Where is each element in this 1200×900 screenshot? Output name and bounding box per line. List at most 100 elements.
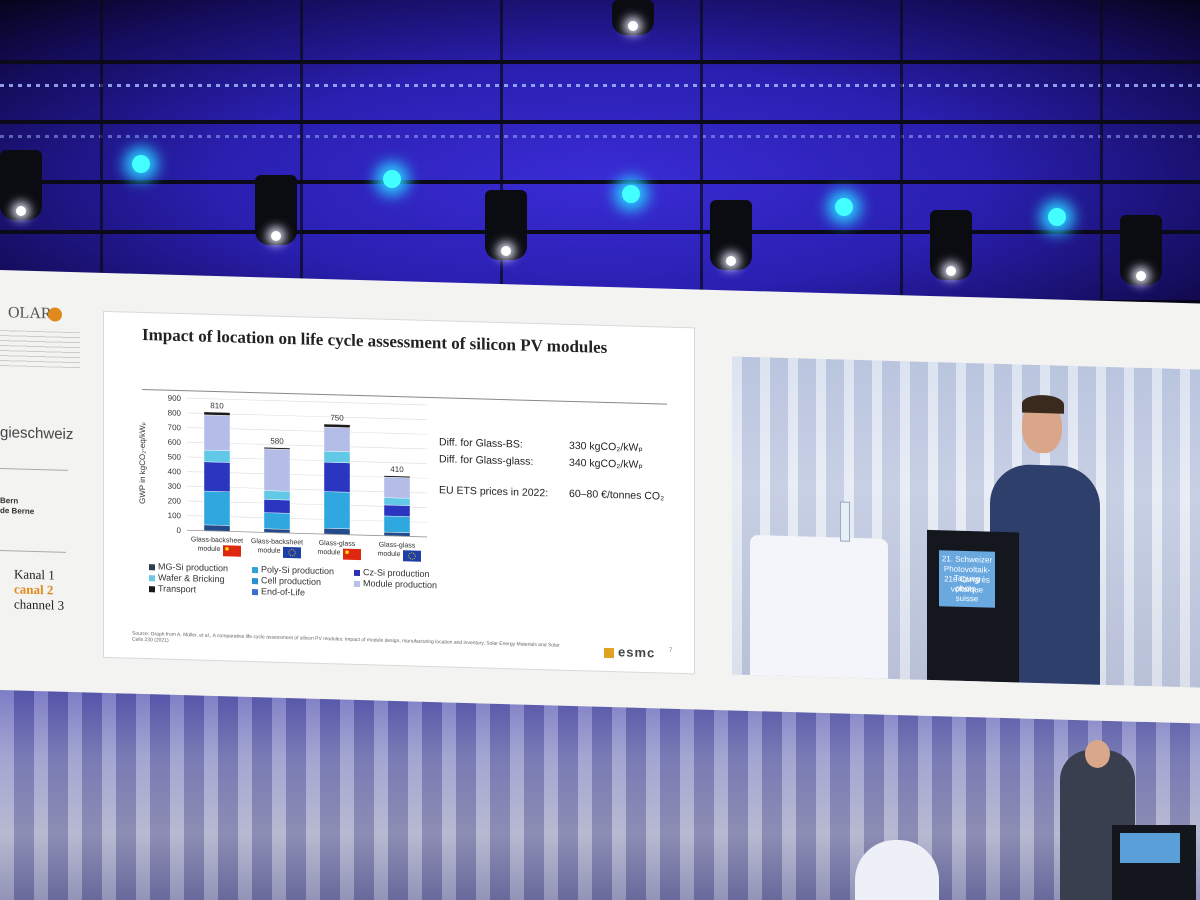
channel-3: channel 3 bbox=[14, 596, 65, 613]
water-bottle bbox=[840, 501, 850, 542]
podium bbox=[1112, 825, 1196, 900]
x-tick-label-2: module bbox=[378, 551, 401, 559]
legend-swatch bbox=[149, 563, 155, 570]
bar-segment bbox=[263, 499, 291, 514]
brand-icon bbox=[604, 647, 614, 658]
cocktail-table bbox=[855, 840, 939, 900]
cocktail-table bbox=[750, 534, 888, 679]
legend-label: Wafer & Bricking bbox=[158, 572, 225, 585]
source-citation: Source: Graph from A. Müller, et al., A … bbox=[132, 630, 560, 649]
speaker-hair bbox=[1022, 394, 1064, 414]
legend-item: Cz-Si production bbox=[354, 567, 430, 579]
spotlight bbox=[930, 210, 972, 280]
x-tick-label-2: module bbox=[318, 549, 341, 557]
truss-beam bbox=[0, 60, 1200, 64]
y-tick-label: 900 bbox=[168, 394, 182, 403]
truss-beam bbox=[0, 180, 1200, 184]
x-tick-label: Glass-glass bbox=[319, 540, 356, 548]
led-strip bbox=[0, 84, 1200, 87]
y-tick-label: 500 bbox=[168, 452, 182, 461]
spotlight bbox=[255, 175, 297, 245]
legend-label: Poly-Si production bbox=[261, 564, 335, 577]
logo-subtitle bbox=[0, 330, 80, 369]
y-axis-label: GWP in kgCO₂-eq/kWₚ bbox=[138, 422, 147, 504]
legend-item: Wafer & Bricking bbox=[149, 572, 225, 584]
flag-star-icon bbox=[345, 550, 349, 554]
brand-logo: esmc bbox=[604, 644, 655, 660]
bar-total-label: 410 bbox=[390, 465, 404, 474]
truss-post bbox=[700, 0, 703, 300]
slide-title: Impact of location on life cycle assessm… bbox=[142, 324, 608, 357]
legend-swatch bbox=[252, 588, 258, 595]
bar-total-label: 580 bbox=[270, 436, 284, 445]
bar-segment bbox=[263, 490, 291, 501]
y-tick-label: 200 bbox=[168, 496, 182, 505]
gridline bbox=[187, 397, 427, 406]
truss-post bbox=[900, 0, 903, 300]
bar-segment bbox=[323, 450, 351, 464]
y-tick-label: 700 bbox=[168, 423, 182, 432]
speaker-video-feed: 21. Schweizer Photovoltaik-Tagung 21e Co… bbox=[732, 356, 1200, 688]
x-tick-label: Glass-backsheet bbox=[251, 538, 303, 546]
y-tick-label: 400 bbox=[168, 467, 182, 476]
bar-segment bbox=[203, 490, 231, 526]
truss-post bbox=[500, 0, 503, 300]
legend-swatch bbox=[252, 577, 258, 584]
branding-panel: OLAR gieschweiz Bern de Berne Kanal 1 ca… bbox=[0, 300, 95, 633]
legend-item: Transport bbox=[149, 583, 196, 594]
bar-segment bbox=[263, 447, 291, 450]
legend-swatch bbox=[149, 585, 155, 592]
legend-item: Cell production bbox=[252, 575, 321, 587]
legend-label: Cell production bbox=[261, 575, 322, 587]
info-value: 340 kgCO₂/kWₚ bbox=[569, 456, 643, 471]
legend-swatch bbox=[252, 566, 258, 573]
info-row-2: Diff. for Glass-glass: 340 kgCO₂/kWₚ bbox=[439, 453, 643, 471]
info-value: 330 kgCO₂/kWₚ bbox=[569, 439, 643, 454]
bar-segment bbox=[203, 449, 231, 463]
bar-segment bbox=[263, 448, 291, 492]
bar-segment bbox=[203, 411, 231, 416]
y-tick-label: 600 bbox=[168, 438, 182, 447]
legend-label: Transport bbox=[158, 583, 197, 595]
china-flag-icon bbox=[223, 545, 241, 557]
spotlight bbox=[1120, 215, 1162, 285]
speaker-head bbox=[1085, 740, 1110, 768]
bar-segment bbox=[383, 515, 411, 533]
cyan-light bbox=[835, 198, 853, 216]
legend-label: MG-Si production bbox=[158, 561, 229, 574]
eu-flag-icon bbox=[403, 550, 421, 562]
legend-label: Cz-Si production bbox=[363, 567, 430, 579]
eu-flag-icon bbox=[283, 546, 301, 559]
page-number: 7 bbox=[669, 647, 673, 654]
y-tick-label: 800 bbox=[168, 408, 182, 417]
bar-segment bbox=[383, 497, 411, 506]
city-label: Bern bbox=[0, 496, 19, 506]
bar-segment bbox=[323, 491, 351, 530]
spotlight bbox=[485, 190, 527, 260]
bar-segment bbox=[323, 461, 351, 493]
podium-sign: 21. Schweizer Photovoltaik-Tagung 21e Co… bbox=[939, 550, 995, 608]
bar-segment bbox=[203, 461, 231, 493]
brand-name: esmc bbox=[618, 644, 656, 661]
truss-post bbox=[300, 0, 303, 300]
legend-swatch bbox=[149, 574, 155, 581]
sun-icon bbox=[48, 307, 62, 322]
divider bbox=[0, 468, 68, 471]
podium-line-4: voltaïque suisse bbox=[950, 584, 984, 604]
bar-chart: 0 100 200 300 400 500 600 700 800 900 GWP in kgCO₂… bbox=[138, 394, 427, 562]
truss-beam bbox=[0, 120, 1200, 124]
led-strip bbox=[0, 135, 1200, 138]
legend-swatch bbox=[354, 569, 360, 576]
y-tick-label: 0 bbox=[177, 526, 182, 535]
bar-segment bbox=[383, 504, 411, 517]
bar-segment bbox=[383, 476, 411, 499]
spotlight bbox=[612, 0, 654, 35]
spotlight bbox=[0, 150, 42, 220]
truss-post bbox=[100, 0, 103, 300]
bar-total-label: 750 bbox=[330, 413, 344, 422]
projection-screen: OLAR gieschweiz Bern de Berne Kanal 1 ca… bbox=[0, 270, 1200, 724]
x-tick-label-2: module bbox=[258, 547, 281, 555]
x-tick-label: Glass-backsheet bbox=[191, 536, 243, 544]
org-name: gieschweiz bbox=[0, 424, 74, 444]
info-label: Diff. for Glass-glass: bbox=[439, 453, 534, 468]
